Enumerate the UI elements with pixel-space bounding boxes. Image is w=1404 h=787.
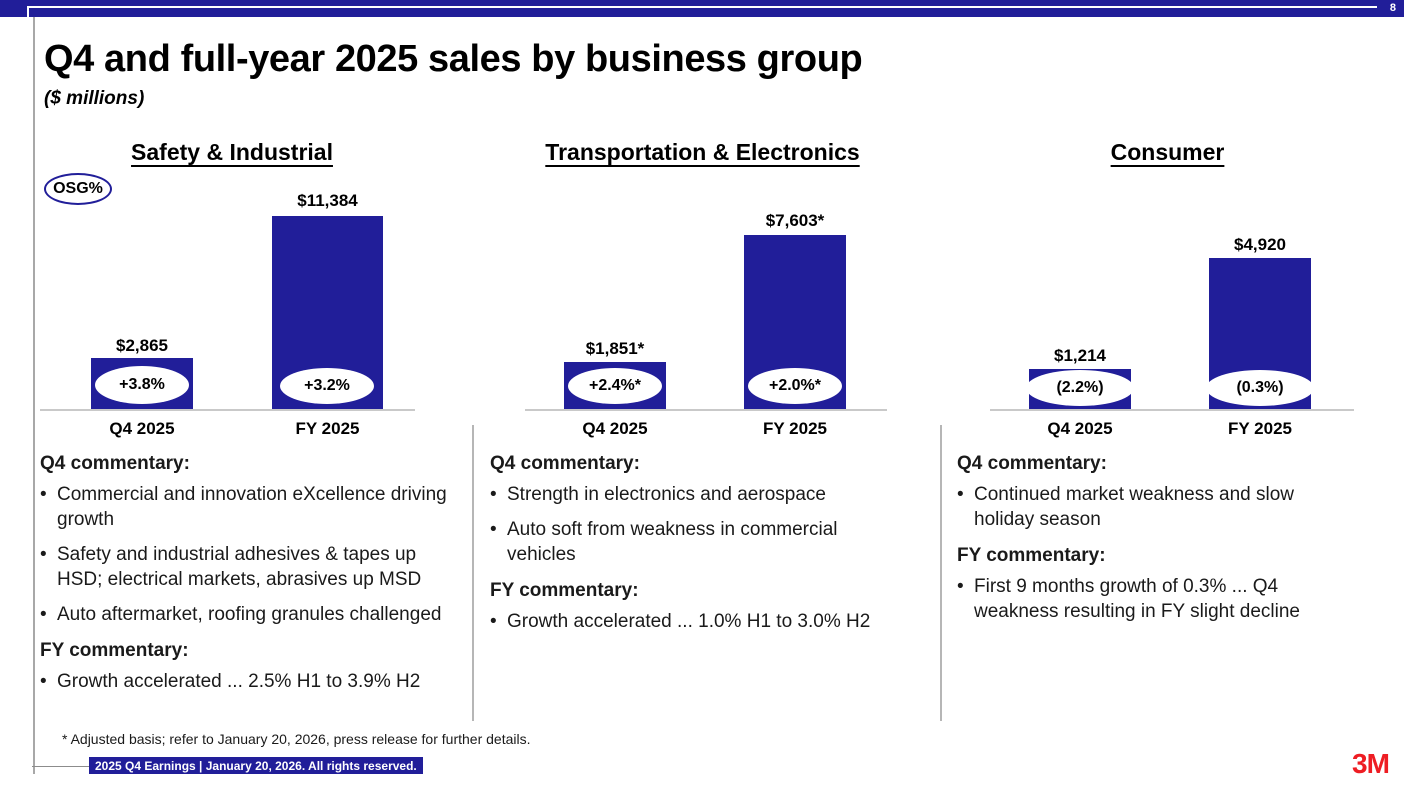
bar-value-label: $2,865 bbox=[116, 336, 168, 355]
osg-percent-badge: OSG% bbox=[44, 173, 112, 205]
q4-commentary-heading: Q4 commentary: bbox=[490, 453, 640, 474]
header-inset-line bbox=[27, 6, 1377, 17]
bullet-icon: • bbox=[957, 576, 964, 598]
bullet-icon: • bbox=[40, 544, 47, 566]
category-label-q4: Q4 2025 bbox=[109, 419, 175, 438]
list-item: • First 9 months growth of 0.3% ... Q4 w… bbox=[957, 574, 1347, 624]
left-vertical-rule bbox=[33, 17, 35, 774]
bullet-icon: • bbox=[490, 611, 497, 633]
commentary-safety-industrial: Q4 commentary: • Commercial and innovati… bbox=[40, 453, 454, 704]
commentary-transportation-electronics: Q4 commentary: • Strength in electronics… bbox=[490, 453, 890, 644]
column-divider bbox=[940, 425, 942, 721]
bullet-text: Growth accelerated ... 2.5% H1 to 3.9% H… bbox=[57, 671, 421, 693]
bullet-text: Strength in electronics and aerospace bbox=[507, 484, 826, 505]
bullet-icon: • bbox=[40, 671, 47, 693]
list-item: • Growth accelerated ... 2.5% H1 to 3.9%… bbox=[40, 669, 454, 694]
footer-badge: 2025 Q4 Earnings | January 20, 2026. All… bbox=[89, 757, 423, 774]
bar-value-label: $1,851* bbox=[585, 339, 645, 358]
q4-commentary-heading: Q4 commentary: bbox=[957, 453, 1107, 474]
column-divider bbox=[472, 425, 474, 721]
list-item: • Safety and industrial adhesives & tape… bbox=[40, 542, 454, 592]
footnote: * Adjusted basis; refer to January 20, 2… bbox=[62, 731, 531, 747]
bullet-text: First 9 months growth of 0.3% ... Q4 wea… bbox=[974, 576, 1300, 623]
callout-growth-q4: +3.8% bbox=[95, 366, 189, 404]
category-label-fy: FY 2025 bbox=[763, 419, 827, 438]
axis-baseline bbox=[990, 409, 1354, 411]
callout-growth-q4: (2.2%) bbox=[1026, 370, 1134, 406]
bar-value-label: $4,920 bbox=[1234, 235, 1286, 254]
page-number: 8 bbox=[1389, 2, 1396, 14]
list-item: • Commercial and innovation eXcellence d… bbox=[40, 482, 454, 532]
callout-growth-fy: (0.3%) bbox=[1206, 370, 1314, 406]
bullet-text: Auto soft from weakness in commercial ve… bbox=[507, 519, 838, 566]
bullet-icon: • bbox=[957, 484, 964, 505]
bullet-text: Continued market weakness and slow holid… bbox=[974, 484, 1295, 531]
category-label-fy: FY 2025 bbox=[295, 419, 360, 438]
list-item: • Auto soft from weakness in commercial … bbox=[490, 517, 890, 567]
bullet-icon: • bbox=[40, 484, 47, 505]
bullet-text: Growth accelerated ... 1.0% H1 to 3.0% H… bbox=[507, 611, 871, 633]
bar-value-label: $11,384 bbox=[297, 191, 358, 210]
footer-rule bbox=[32, 766, 89, 767]
list-item: • Strength in electronics and aerospace bbox=[490, 482, 890, 507]
axis-baseline bbox=[40, 409, 415, 411]
category-label-q4: Q4 2025 bbox=[1047, 419, 1113, 438]
callout-growth-q4: +2.4%* bbox=[568, 368, 662, 404]
page-title: Q4 and full-year 2025 sales by business … bbox=[44, 38, 863, 80]
list-item: • Auto aftermarket, roofing granules cha… bbox=[40, 602, 454, 627]
q4-commentary-heading: Q4 commentary: bbox=[40, 453, 190, 474]
fy-commentary-heading: FY commentary: bbox=[40, 640, 189, 662]
chart-title-consumer: Consumer bbox=[1110, 139, 1225, 165]
3m-logo: 3M bbox=[1352, 748, 1390, 779]
bar-value-label: $1,214 bbox=[1054, 346, 1106, 365]
bullet-icon: • bbox=[490, 484, 497, 505]
bullet-text: Commercial and innovation eXcellence dri… bbox=[57, 484, 447, 531]
bullet-icon: • bbox=[490, 519, 497, 541]
axis-baseline bbox=[525, 409, 887, 411]
category-label-q4: Q4 2025 bbox=[582, 419, 648, 438]
fy-commentary-heading: FY commentary: bbox=[490, 580, 639, 602]
list-item: • Continued market weakness and slow hol… bbox=[957, 482, 1347, 532]
commentary-consumer: Q4 commentary: • Continued market weakne… bbox=[957, 453, 1347, 634]
callout-growth-fy: +2.0%* bbox=[748, 368, 842, 404]
list-item: • Growth accelerated ... 1.0% H1 to 3.0%… bbox=[490, 609, 890, 634]
page-subtitle: ($ millions) bbox=[44, 88, 145, 109]
bar-value-label: $7,603* bbox=[765, 211, 825, 230]
chart-title-transportation-electronics: Transportation & Electronics bbox=[545, 139, 860, 165]
bullet-text: Safety and industrial adhesives & tapes … bbox=[57, 544, 422, 591]
callout-growth-fy: +3.2% bbox=[280, 368, 374, 404]
fy-commentary-heading: FY commentary: bbox=[957, 545, 1106, 567]
header-bar: 8 bbox=[0, 0, 1404, 17]
bullet-text: Auto aftermarket, roofing granules chall… bbox=[57, 604, 442, 626]
category-label-fy: FY 2025 bbox=[1228, 419, 1292, 438]
chart-title-safety-industrial: Safety & Industrial bbox=[131, 139, 333, 165]
bullet-icon: • bbox=[40, 604, 47, 626]
